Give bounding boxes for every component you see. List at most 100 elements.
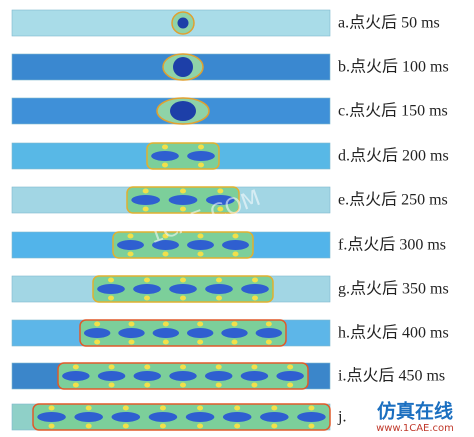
wave-hot <box>180 277 186 283</box>
wave-cell <box>62 371 90 381</box>
wave-hot <box>142 188 149 194</box>
wave-cell <box>241 284 269 294</box>
wave-hot <box>271 405 278 411</box>
wave-hot <box>122 405 129 411</box>
wave-hot <box>180 295 186 301</box>
wave-hot <box>162 162 168 168</box>
wave-front <box>112 231 254 259</box>
watermark-url: www.1CAE.com <box>376 423 454 434</box>
wave-hot <box>252 295 258 301</box>
wave-core <box>177 17 189 29</box>
wave-hot <box>162 339 169 345</box>
wave-hot <box>251 364 258 370</box>
wave-cell <box>205 195 235 205</box>
wave-cell <box>187 240 214 250</box>
wave-hot <box>287 364 294 370</box>
panel-label: j. <box>337 409 346 426</box>
wave-cell <box>187 151 215 161</box>
wave-hot <box>197 423 204 429</box>
wave-cell <box>168 195 198 205</box>
wave-hot <box>216 295 222 301</box>
wave-cell <box>131 195 161 205</box>
wave-hot <box>144 382 151 388</box>
wave-hot <box>48 405 55 411</box>
wave-hot <box>108 382 115 388</box>
wave-cell <box>152 328 180 338</box>
wave-hot <box>265 321 272 327</box>
wave-cell <box>74 412 103 422</box>
panel-label: h.点火后 400 ms <box>338 324 449 342</box>
panel-label: c.点火后 150 ms <box>338 102 448 120</box>
wave-cell <box>151 151 179 161</box>
strips <box>11 9 331 431</box>
wave-cell <box>255 328 283 338</box>
wave-hot <box>197 405 204 411</box>
wave-cell <box>83 328 111 338</box>
wave-hot <box>127 251 134 257</box>
wave-hot <box>215 364 222 370</box>
panel-label: g.点火后 350 ms <box>338 280 449 298</box>
wave-hot <box>216 277 222 283</box>
wave-hot <box>197 321 204 327</box>
wave-cell <box>133 284 161 294</box>
wave-hot <box>144 364 151 370</box>
wave-core <box>170 101 196 121</box>
wave-hot <box>127 233 134 239</box>
wave-cell <box>111 412 141 422</box>
wave-cell <box>97 284 125 294</box>
wave-hot <box>72 364 79 370</box>
wave-hot <box>197 233 204 239</box>
panel-label: i.点火后 450 ms <box>338 367 445 385</box>
wave-core <box>173 57 193 77</box>
wave-hot <box>85 423 92 429</box>
wave-hot <box>162 233 169 239</box>
wave-cell <box>133 371 162 381</box>
wave-hot <box>197 339 204 345</box>
panel-label: b.点火后 100 ms <box>338 58 449 76</box>
wave-hot <box>180 206 186 212</box>
wave-cell <box>152 240 179 250</box>
wave-hot <box>159 423 166 429</box>
strip <box>11 9 331 37</box>
wave-cell <box>205 284 233 294</box>
wave-hot <box>159 405 166 411</box>
wave-hot <box>180 188 186 194</box>
wave-hot <box>162 251 169 257</box>
wave-hot <box>72 382 79 388</box>
wave-hot <box>128 321 135 327</box>
wave-hot <box>231 339 238 345</box>
wave-cell <box>118 328 145 338</box>
wave-hot <box>94 339 101 345</box>
wave-hot <box>162 144 168 150</box>
wave-hot <box>128 339 135 345</box>
wave-hot <box>251 382 258 388</box>
wave-hot <box>234 405 241 411</box>
wave-cell <box>37 412 66 422</box>
wave-cell <box>117 240 144 250</box>
wave-cell <box>169 284 197 294</box>
wave-hot <box>234 423 241 429</box>
wave-hot <box>252 277 258 283</box>
wave-hot <box>215 382 222 388</box>
wave-hot <box>271 423 278 429</box>
wave-hot <box>265 339 272 345</box>
wave-cell <box>186 328 214 338</box>
wave-hot <box>308 405 315 411</box>
wave-hot <box>180 382 186 388</box>
wave-hot <box>108 295 114 301</box>
wave-hot <box>231 321 238 327</box>
panel-label: f.点火后 300 ms <box>338 236 446 254</box>
wave-hot <box>232 233 239 239</box>
wave-hot <box>198 162 204 168</box>
wave-hot <box>308 423 315 429</box>
wave-cell <box>222 240 249 250</box>
wave-hot <box>197 251 204 257</box>
watermark-brand: 仿真在线 <box>377 400 453 423</box>
wave-hot <box>287 382 294 388</box>
wave-hot <box>94 321 101 327</box>
panel-label: e.点火后 250 ms <box>338 191 448 209</box>
wave-hot <box>232 251 239 257</box>
wave-hot <box>217 206 224 212</box>
panel-label: a.点火后 50 ms <box>338 14 440 32</box>
